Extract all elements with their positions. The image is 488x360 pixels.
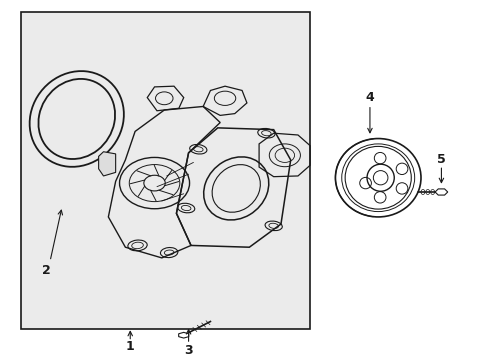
Polygon shape: [99, 152, 116, 176]
Text: 2: 2: [41, 264, 50, 277]
Bar: [21, 12, 309, 329]
Text: 5: 5: [436, 153, 445, 166]
Text: 1: 1: [125, 340, 134, 353]
Text: 4: 4: [365, 91, 373, 104]
Text: 3: 3: [184, 344, 192, 357]
